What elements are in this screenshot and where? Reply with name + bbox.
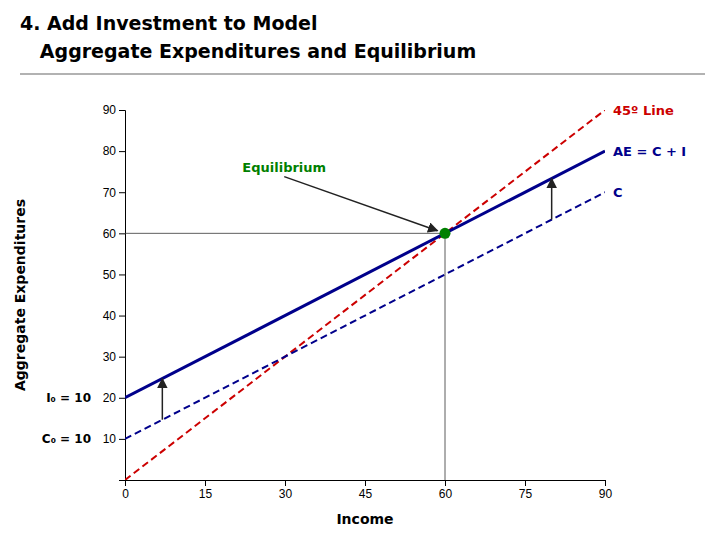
guide-line (445, 233, 446, 480)
annotation-arrow (284, 177, 437, 231)
tick-label: 90 (103, 103, 117, 117)
tick: 20 (103, 391, 125, 405)
title: 4. Add Investment to Model (20, 12, 317, 34)
tick: 30 (103, 350, 125, 364)
tick-label: 30 (279, 487, 293, 501)
tick: 0 (122, 480, 129, 501)
series-line (125, 151, 605, 398)
tick (119, 480, 125, 481)
separator (20, 73, 705, 75)
annotation: I₀ = 10 (46, 391, 91, 405)
point-label: Equilibrium (242, 160, 326, 175)
x-axis-title: Income (336, 511, 393, 527)
tick-mark (205, 480, 206, 486)
tick-mark (119, 480, 125, 481)
subtitle: Aggregate Expenditures and Equilibrium (20, 40, 476, 62)
tick-mark (525, 480, 526, 486)
tick-mark (119, 357, 125, 358)
tick-label: 15 (199, 487, 213, 501)
tick-label: 50 (103, 268, 117, 282)
equilibrium-point (440, 228, 451, 239)
y-axis: 10 20 30 40 50 60 70 80 90 (103, 103, 126, 480)
tick-mark (365, 480, 366, 486)
tick-label: 0 (122, 487, 129, 501)
tick: 30 (279, 480, 293, 501)
axis-line (126, 481, 606, 487)
tick-mark (605, 480, 606, 486)
axis-line (119, 111, 126, 481)
tick: 75 (519, 480, 533, 501)
tick-label: 80 (103, 144, 117, 158)
tick: 50 (103, 268, 125, 282)
labels: 45º Line C AE = C + I Equilibrium I₀ = 10 C₀ … (42, 103, 686, 447)
tick-label: 30 (103, 350, 117, 364)
tick-mark (445, 480, 446, 486)
chart: 4. Add Investment to Model Aggregate Exp… (0, 0, 720, 540)
marks (125, 110, 605, 480)
tick: 40 (103, 309, 125, 323)
tick: 90 (599, 480, 613, 501)
tick: 80 (103, 144, 125, 158)
line-label: C (613, 185, 623, 200)
plot: 0 15 30 45 60 75 90 10 20 30 40 50 60 70 80 90 Income Agg… (12, 103, 686, 527)
y-axis-title: Aggregate Expenditures (12, 199, 28, 391)
tick-mark (119, 110, 125, 111)
tick-mark (119, 151, 125, 152)
tick-label: 70 (103, 186, 117, 200)
series-line (125, 192, 605, 439)
shift-arrow (162, 379, 164, 420)
tick-label: 60 (103, 227, 117, 241)
tick-label: 40 (103, 309, 117, 323)
tick-mark (119, 398, 125, 399)
tick: 70 (103, 186, 125, 200)
tick-mark (119, 316, 125, 317)
tick-mark (119, 233, 125, 234)
tick: 45 (359, 480, 373, 501)
tick-label: 90 (599, 487, 613, 501)
line-label: AE = C + I (613, 144, 686, 159)
tick-mark (119, 192, 125, 193)
annotation: C₀ = 10 (42, 432, 91, 446)
shift-arrow (551, 179, 553, 220)
tick: 60 (103, 227, 125, 241)
tick-mark (119, 439, 125, 440)
tick: 15 (199, 480, 213, 501)
tick-label: 45 (359, 487, 373, 501)
tick-label: 10 (103, 432, 117, 446)
series-line (125, 110, 605, 480)
guide-line (125, 233, 445, 234)
line-label: 45º Line (613, 103, 674, 118)
tick: 60 (439, 480, 453, 501)
tick-label: 75 (519, 487, 533, 501)
tick-mark (285, 480, 286, 486)
tick-mark (119, 274, 125, 275)
tick-label: 20 (103, 391, 117, 405)
tick-label: 60 (439, 487, 453, 501)
tick: 10 (103, 432, 125, 446)
x-axis: 0 15 30 45 60 75 90 (122, 480, 612, 501)
tick: 90 (103, 103, 125, 117)
